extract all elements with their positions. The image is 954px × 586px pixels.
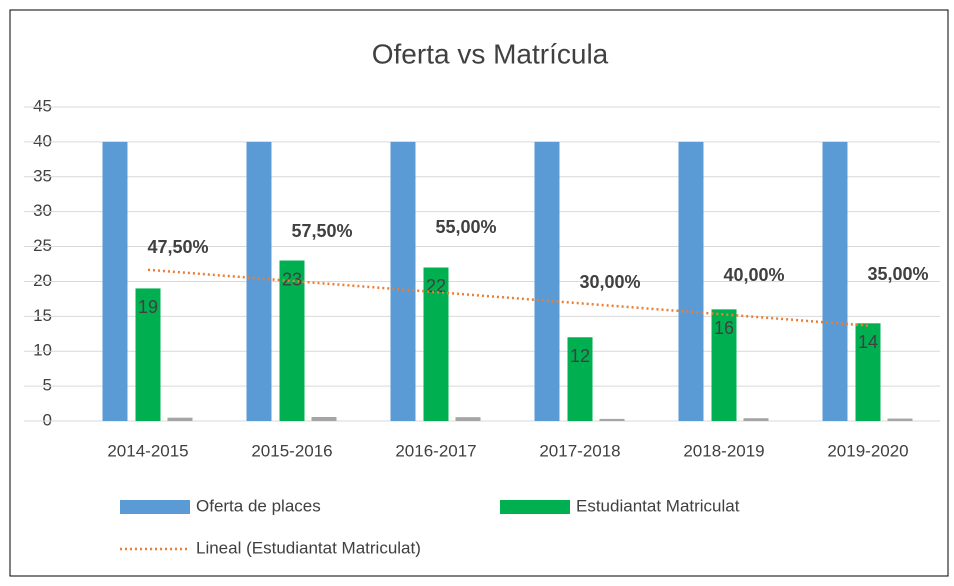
legend-label: Lineal (Estudiantat Matriculat) — [196, 538, 421, 557]
chart-title: Oferta vs Matrícula — [372, 38, 609, 69]
bar — [822, 141, 848, 421]
trendline — [147, 268, 869, 327]
y-tick-label: 40 — [33, 131, 52, 150]
chart-border — [9, 9, 949, 577]
y-tick-label: 45 — [33, 96, 52, 115]
legend-label: Oferta de places — [196, 496, 321, 515]
x-tick-label: 2016-2017 — [395, 441, 476, 460]
y-tick-label: 25 — [33, 236, 52, 255]
bar — [599, 418, 625, 421]
data-label: 12 — [570, 346, 590, 366]
data-label: 40,00% — [723, 265, 784, 285]
data-label: 30,00% — [579, 272, 640, 292]
data-label: 23 — [282, 269, 302, 289]
bar — [855, 323, 881, 421]
bar — [135, 288, 161, 421]
y-tick-label: 10 — [33, 341, 52, 360]
data-label: 19 — [138, 297, 158, 317]
bar — [887, 418, 913, 421]
y-tick-label: 15 — [33, 306, 52, 325]
bar — [567, 337, 593, 421]
data-label: 55,00% — [435, 217, 496, 237]
bar — [423, 267, 449, 421]
y-tick-label: 35 — [33, 166, 52, 185]
bar — [678, 141, 704, 421]
y-tick-label: 20 — [33, 271, 52, 290]
y-tick-label: 30 — [33, 201, 52, 220]
x-tick-label: 2017-2018 — [539, 441, 620, 460]
bar — [102, 141, 128, 421]
bar — [167, 417, 193, 421]
data-label: 14 — [858, 332, 878, 352]
data-label: 35,00% — [867, 264, 928, 284]
legend-label: Estudiantat Matriculat — [576, 496, 740, 515]
data-label: 16 — [714, 318, 734, 338]
bar — [534, 141, 560, 421]
bar — [743, 418, 769, 421]
legend-swatch — [500, 500, 570, 514]
x-tick-label: 2015-2016 — [251, 441, 332, 460]
y-tick-label: 5 — [43, 376, 52, 395]
bar — [311, 416, 337, 421]
data-label: 47,50% — [147, 237, 208, 257]
legend-swatch — [120, 500, 190, 514]
bar — [455, 417, 481, 421]
data-label: 57,50% — [291, 221, 352, 241]
bar — [246, 141, 272, 421]
bar — [711, 309, 737, 421]
y-tick-label: 0 — [43, 410, 52, 429]
bar — [390, 141, 416, 421]
x-tick-label: 2019-2020 — [827, 441, 908, 460]
data-label: 22 — [426, 276, 446, 296]
bar — [279, 260, 305, 421]
x-tick-label: 2018-2019 — [683, 441, 764, 460]
x-tick-label: 2014-2015 — [107, 441, 188, 460]
